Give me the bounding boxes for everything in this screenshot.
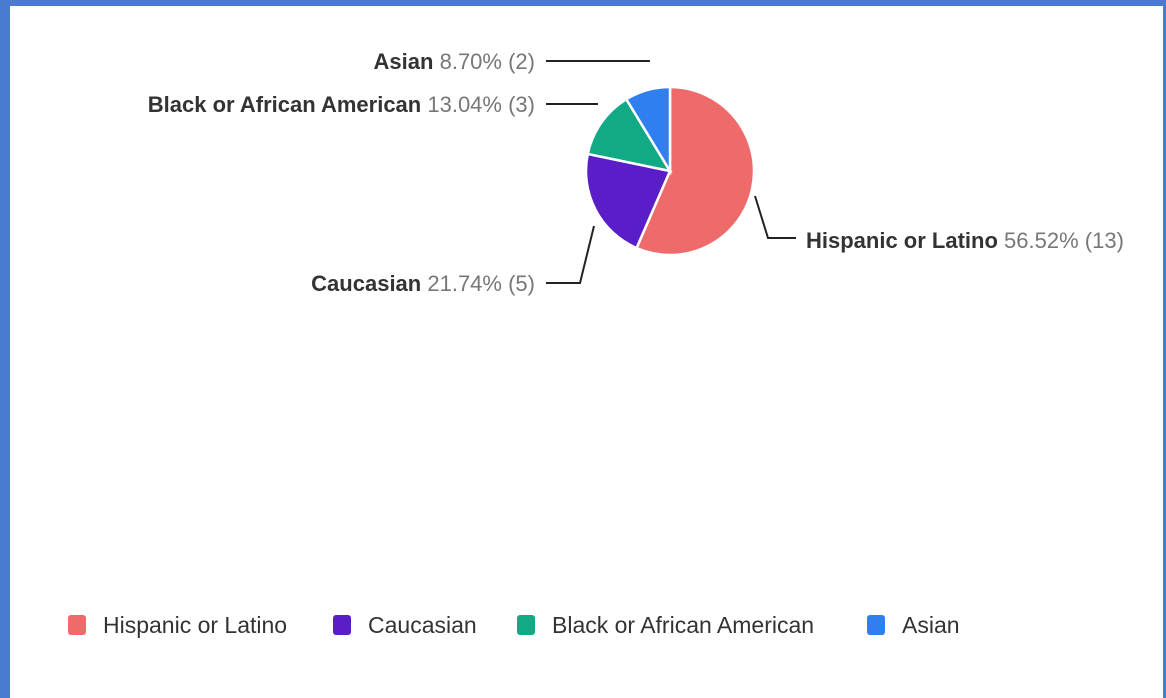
label-count: (2) [508, 49, 535, 74]
data-label: Black or African American 13.04% (3) [148, 92, 535, 117]
label-value: 13.04% [427, 92, 502, 117]
label-name: Hispanic or Latino [806, 228, 998, 253]
label-name: Asian [374, 49, 434, 74]
label-count: (5) [508, 271, 535, 296]
legend-swatch [867, 615, 885, 635]
pie-slice [634, 85, 756, 257]
legend-swatch [517, 615, 535, 635]
label-value: 21.74% [427, 271, 502, 296]
legend-label: Asian [902, 612, 960, 638]
legend-label: Caucasian [368, 612, 477, 638]
label-count: (13) [1085, 228, 1124, 253]
legend-swatch [68, 615, 86, 635]
leader-line [546, 225, 595, 284]
data-label: Hispanic or Latino 56.52% (13) [806, 228, 1124, 253]
pie-slice [584, 152, 672, 250]
label-name: Caucasian [311, 271, 421, 296]
leader-line [754, 195, 796, 239]
pie-slice [624, 85, 672, 176]
legend-label: Hispanic or Latino [103, 612, 287, 638]
data-label: Asian 8.70% (2) [374, 49, 535, 74]
label-count: (3) [508, 92, 535, 117]
legend-label: Black or African American [552, 612, 814, 638]
legend-swatch [333, 615, 351, 635]
data-label: Caucasian 21.74% (5) [311, 271, 535, 296]
pie-slice [586, 97, 673, 173]
label-name: Black or African American [148, 92, 421, 117]
label-value: 56.52% [1004, 228, 1079, 253]
label-value: 8.70% [440, 49, 502, 74]
